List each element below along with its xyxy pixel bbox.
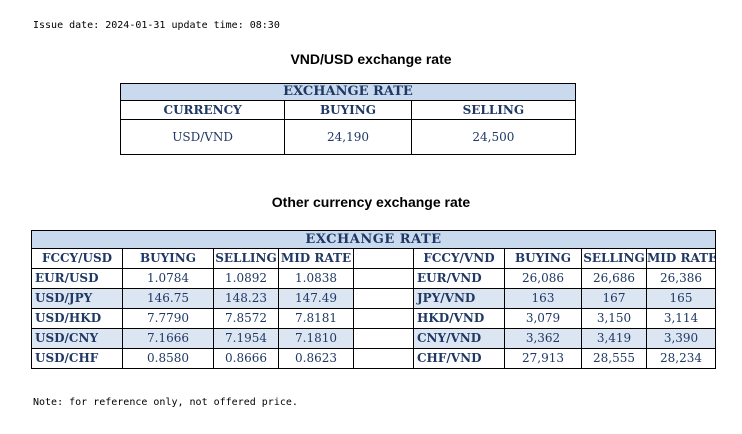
mid-rate-cell: 1.0838 <box>279 269 354 288</box>
mid-rate-cell: 0.8623 <box>279 349 354 368</box>
buying-cell: 27,913 <box>505 349 582 368</box>
mid-rate-cell: 165 <box>647 289 715 308</box>
pair-cell: USD/CHF <box>32 349 123 368</box>
column-header-selling: SELLING <box>462 103 525 117</box>
selling-cell: 26,686 <box>582 269 647 288</box>
selling-cell: 0.8666 <box>214 349 279 368</box>
mid-rate-cell: 147.49 <box>279 289 354 308</box>
column-header-mid-rate: MID RATE <box>279 249 354 268</box>
column-header-mid-rate: MID RATE <box>647 249 715 268</box>
buying-cell: 163 <box>505 289 582 308</box>
other-rate-table: EXCHANGE RATE FCCY/USD BUYING SELLING MI… <box>31 230 716 369</box>
mid-rate-cell: 7.8181 <box>279 309 354 328</box>
column-header-currency: CURRENCY <box>121 101 286 119</box>
selling-cell: 167 <box>582 289 647 308</box>
column-spacer <box>354 249 414 268</box>
footnote: Note: for reference only, not offered pr… <box>33 397 298 408</box>
buying-cell: 7.7790 <box>123 309 214 328</box>
other-section-title: Other currency exchange rate <box>271 194 471 210</box>
table-row: EUR/USD 1.0784 1.0892 1.0838 EUR/VND 26,… <box>32 269 715 289</box>
buying-cell: 7.1666 <box>123 329 214 348</box>
column-header-buying: BUYING <box>123 249 214 268</box>
table-row: USD/CNY 7.1666 7.1954 7.1810 CNY/VND 3,3… <box>32 329 715 349</box>
other-table-column-headers: FCCY/USD BUYING SELLING MID RATE FCCY/VN… <box>32 249 715 269</box>
pair-cell: HKD/VND <box>414 309 505 328</box>
column-header-buying: BUYING <box>505 249 582 268</box>
other-table-header: EXCHANGE RATE <box>32 231 715 249</box>
pair-cell: JPY/VND <box>414 289 505 308</box>
usd-table-header: EXCHANGE RATE <box>121 84 575 101</box>
pair-cell: EUR/VND <box>414 269 505 288</box>
selling-cell: 7.1954 <box>214 329 279 348</box>
column-spacer <box>354 269 414 288</box>
column-header-fccy-vnd: FCCY/VND <box>414 249 505 268</box>
usd-table-column-headers: CURRENCY BUYING SELLING <box>121 101 575 120</box>
column-header-selling: SELLING <box>214 249 279 268</box>
buying-cell: 1.0784 <box>123 269 214 288</box>
mid-rate-cell: 26,386 <box>660 271 702 285</box>
column-header-selling: SELLING <box>582 249 647 268</box>
buying-cell: 26,086 <box>505 269 582 288</box>
selling-cell: 28,555 <box>582 349 647 368</box>
issue-date-line: Issue date: 2024-01-31 update time: 08:3… <box>33 20 280 31</box>
selling-cell: 7.8572 <box>214 309 279 328</box>
table-row: USD/HKD 7.7790 7.8572 7.8181 HKD/VND 3,0… <box>32 309 715 329</box>
buying-cell: 146.75 <box>123 289 214 308</box>
selling-cell: 148.23 <box>214 289 279 308</box>
pair-cell: USD/CNY <box>32 329 123 348</box>
selling-cell: 1.0892 <box>214 269 279 288</box>
usd-table-row: USD/VND 24,190 24,500 <box>121 120 575 154</box>
mid-rate-cell: 3,114 <box>663 311 699 325</box>
column-spacer <box>354 349 414 368</box>
currency-cell: USD/VND <box>121 120 286 154</box>
buying-cell: 24,190 <box>285 120 412 154</box>
column-spacer <box>354 289 414 308</box>
mid-rate-cell: 7.1810 <box>279 329 354 348</box>
buying-cell: 3,079 <box>505 309 582 328</box>
usd-rate-table: EXCHANGE RATE CURRENCY BUYING SELLING US… <box>120 83 576 155</box>
pair-cell: CNY/VND <box>414 329 505 348</box>
column-header-fccy-usd: FCCY/USD <box>32 249 123 268</box>
usd-section-title: VND/USD exchange rate <box>290 51 452 67</box>
pair-cell: USD/HKD <box>32 309 123 328</box>
selling-cell: 3,419 <box>582 329 647 348</box>
column-spacer <box>354 309 414 328</box>
selling-cell: 24,500 <box>472 130 515 144</box>
mid-rate-cell: 28,234 <box>660 351 702 365</box>
mid-rate-cell: 3,390 <box>647 329 715 348</box>
selling-cell: 3,150 <box>582 309 647 328</box>
pair-cell: CHF/VND <box>414 349 505 368</box>
pair-cell: USD/JPY <box>32 289 123 308</box>
table-row: USD/CHF 0.8580 0.8666 0.8623 CHF/VND 27,… <box>32 349 715 368</box>
pair-cell: EUR/USD <box>32 269 123 288</box>
buying-cell: 3,362 <box>505 329 582 348</box>
buying-cell: 0.8580 <box>123 349 214 368</box>
column-spacer <box>354 329 414 348</box>
column-header-buying: BUYING <box>285 101 412 119</box>
table-row: USD/JPY 146.75 148.23 147.49 JPY/VND 163… <box>32 289 715 309</box>
